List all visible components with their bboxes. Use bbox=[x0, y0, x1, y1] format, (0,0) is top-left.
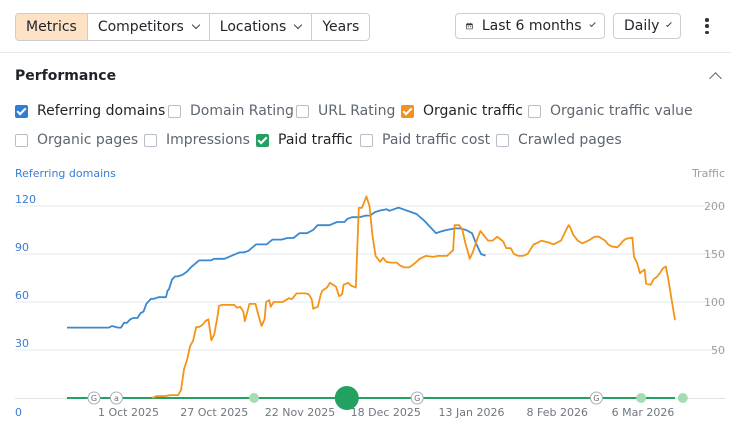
checkbox-label: Organic traffic bbox=[423, 103, 523, 119]
x-axis-tick: 18 Dec 2025 bbox=[351, 406, 421, 419]
checkbox-organic-pages[interactable]: Organic pages bbox=[15, 132, 138, 148]
tab-competitors[interactable]: Competitors bbox=[88, 14, 210, 40]
date-range-dropdown[interactable]: Last 6 months bbox=[455, 13, 605, 39]
more-options-icon[interactable] bbox=[702, 16, 712, 36]
checkbox-paid-traffic-cost[interactable]: Paid traffic cost bbox=[360, 132, 490, 148]
x-axis-tick: 27 Oct 2025 bbox=[180, 406, 248, 419]
checkbox-label: Paid traffic cost bbox=[382, 132, 491, 148]
checkbox-box bbox=[256, 133, 269, 147]
interval-dropdown[interactable]: Daily bbox=[613, 13, 681, 39]
checkbox-label: Impressions bbox=[166, 132, 250, 148]
checkbox-paid-traffic[interactable]: Paid traffic bbox=[256, 132, 353, 148]
annotation-dot bbox=[677, 393, 688, 403]
annotation-dot bbox=[249, 393, 259, 403]
checkbox-box bbox=[144, 133, 157, 147]
x-axis-tick: 22 Nov 2025 bbox=[265, 406, 335, 419]
left-axis-title: Referring domains bbox=[15, 167, 116, 180]
checkbox-label: Organic traffic value bbox=[550, 103, 693, 119]
annotation-letter: G bbox=[91, 394, 97, 403]
toolbar: Metrics Competitors Locations Years Last… bbox=[0, 0, 731, 53]
annotation-dot-large bbox=[334, 386, 359, 410]
annotation-marker bbox=[589, 391, 603, 405]
left-axis-tick: 90 bbox=[15, 241, 29, 254]
annotation-letter: G bbox=[593, 394, 599, 403]
right-axis-tick: 50 bbox=[711, 344, 725, 357]
annotation-letter: a bbox=[114, 394, 119, 403]
checkbox-box bbox=[496, 133, 509, 147]
tab-competitors-label: Competitors bbox=[97, 19, 184, 35]
checkbox-box bbox=[528, 104, 541, 118]
tab-years[interactable]: Years bbox=[322, 19, 360, 35]
checkbox-box bbox=[360, 133, 373, 147]
checkbox-box bbox=[168, 104, 181, 118]
annotation-marker bbox=[410, 391, 424, 405]
checkbox-box bbox=[15, 133, 28, 147]
right-axis-tick: 100 bbox=[704, 296, 725, 309]
checkbox-label: Paid traffic bbox=[278, 132, 353, 148]
checkbox-box bbox=[15, 104, 28, 118]
checkbox-domain-rating[interactable]: Domain Rating bbox=[168, 103, 294, 119]
interval-label: Daily bbox=[624, 18, 660, 34]
checkbox-organic-traffic[interactable]: Organic traffic bbox=[401, 103, 523, 119]
view-tabs: Metrics Competitors Locations Years bbox=[15, 13, 371, 41]
right-axis-title: Traffic bbox=[691, 167, 725, 180]
checkbox-label: Domain Rating bbox=[190, 103, 294, 119]
series-line-organic-traffic bbox=[151, 195, 676, 399]
checkbox-box bbox=[401, 104, 414, 118]
checkbox-crawled-pages[interactable]: Crawled pages bbox=[496, 132, 622, 148]
checkbox-box bbox=[296, 104, 309, 118]
x-axis-tick: 6 Mar 2026 bbox=[612, 406, 675, 419]
date-range-label: Last 6 months bbox=[481, 18, 582, 34]
annotation-marker bbox=[87, 391, 101, 405]
left-axis-tick: 0 bbox=[15, 406, 22, 419]
checkbox-label: Organic pages bbox=[37, 132, 139, 148]
checkbox-url-rating[interactable]: URL Rating bbox=[296, 103, 395, 119]
calendar-icon bbox=[466, 22, 473, 30]
checkbox-label: Crawled pages bbox=[518, 132, 622, 148]
x-axis-tick: 8 Feb 2026 bbox=[527, 406, 588, 419]
checkbox-referring-domains[interactable]: Referring domains bbox=[15, 103, 165, 119]
panel-title: Performance bbox=[15, 68, 117, 84]
left-axis-tick: 30 bbox=[15, 337, 29, 350]
tab-locations-label: Locations bbox=[219, 19, 287, 35]
tab-locations[interactable]: Locations bbox=[210, 14, 313, 40]
left-axis-tick: 60 bbox=[15, 289, 29, 302]
checkbox-label: Referring domains bbox=[37, 103, 166, 119]
series-line-referring-domains bbox=[67, 206, 486, 329]
annotation-letter: G bbox=[414, 394, 420, 403]
x-axis-tick: 1 Oct 2025 bbox=[98, 406, 159, 419]
tab-metrics[interactable]: Metrics bbox=[16, 14, 88, 40]
annotation-marker bbox=[109, 391, 123, 405]
left-axis-tick: 120 bbox=[15, 193, 36, 206]
checkbox-impressions[interactable]: Impressions bbox=[144, 132, 250, 148]
checkbox-organic-traffic-value[interactable]: Organic traffic value bbox=[528, 103, 693, 119]
x-axis-tick: 13 Jan 2026 bbox=[439, 406, 505, 419]
annotation-dot bbox=[636, 393, 647, 403]
right-axis-tick: 200 bbox=[704, 200, 725, 213]
right-axis-tick: 150 bbox=[704, 248, 725, 261]
checkbox-label: URL Rating bbox=[318, 103, 396, 119]
